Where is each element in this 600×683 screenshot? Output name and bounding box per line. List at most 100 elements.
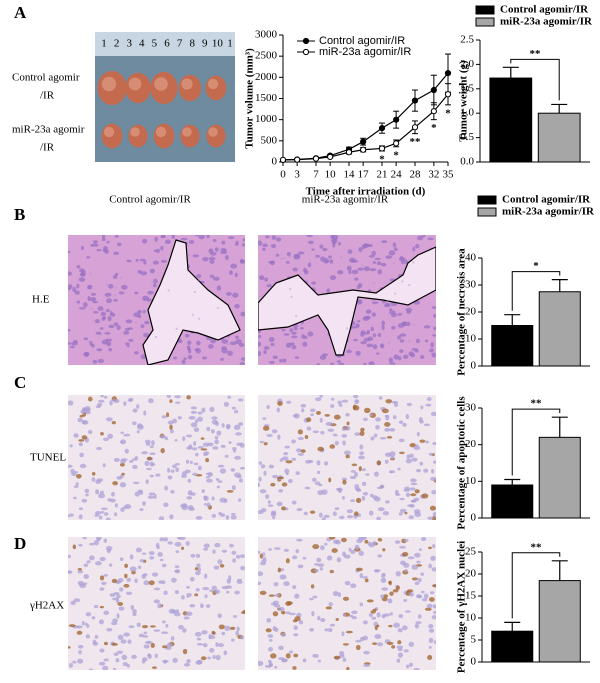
nucleus bbox=[87, 284, 93, 290]
nucleus bbox=[356, 567, 363, 572]
nucleus bbox=[240, 611, 245, 614]
nucleus bbox=[361, 244, 366, 250]
nucleus bbox=[357, 267, 364, 271]
nucleus bbox=[302, 658, 307, 663]
nucleus bbox=[195, 452, 199, 457]
x-tick-label: 0 bbox=[280, 169, 286, 181]
nucleus bbox=[284, 468, 290, 474]
nucleus bbox=[180, 504, 187, 508]
nucleus bbox=[432, 610, 436, 615]
nucleus bbox=[393, 354, 399, 360]
data-point bbox=[411, 124, 419, 131]
nucleus bbox=[312, 653, 319, 658]
nucleus bbox=[235, 240, 239, 244]
nucleus bbox=[367, 243, 373, 247]
nucleus bbox=[215, 478, 220, 481]
nucleus bbox=[240, 311, 245, 317]
nucleus bbox=[110, 312, 116, 317]
nucleus bbox=[422, 235, 426, 238]
nucleus bbox=[209, 251, 217, 256]
nucleus bbox=[119, 557, 124, 562]
nucleus bbox=[417, 235, 424, 241]
nucleus bbox=[265, 494, 270, 499]
cell-debris bbox=[371, 299, 374, 303]
nucleus bbox=[260, 464, 266, 469]
nucleus bbox=[197, 411, 203, 415]
nucleus bbox=[365, 473, 370, 476]
nucleus bbox=[419, 461, 424, 466]
nucleus bbox=[258, 581, 262, 586]
nucleus bbox=[219, 497, 227, 503]
data-point bbox=[312, 155, 320, 162]
nucleus bbox=[135, 547, 142, 553]
nucleus bbox=[159, 558, 164, 562]
nucleus bbox=[111, 420, 116, 425]
nucleus bbox=[399, 349, 404, 353]
nucleus bbox=[91, 616, 96, 620]
nucleus bbox=[345, 454, 350, 459]
nucleus bbox=[221, 240, 226, 245]
nucleus bbox=[339, 515, 345, 520]
histology-image bbox=[258, 537, 436, 670]
y-axis-label: Tumor volume (mm³) bbox=[244, 48, 256, 149]
nucleus bbox=[392, 415, 397, 420]
nucleus bbox=[258, 550, 261, 554]
nucleus bbox=[310, 584, 315, 589]
nucleus bbox=[397, 467, 401, 471]
nucleus bbox=[115, 658, 120, 663]
nucleus bbox=[404, 610, 411, 613]
nucleus bbox=[319, 395, 323, 398]
nucleus bbox=[270, 482, 276, 487]
nucleus bbox=[366, 343, 374, 348]
significance: * bbox=[379, 154, 385, 166]
nucleus bbox=[331, 239, 337, 245]
row-label: Control agomir bbox=[12, 72, 80, 84]
nucleus bbox=[416, 432, 420, 437]
nucleus bbox=[310, 408, 316, 413]
nucleus bbox=[389, 612, 393, 616]
nucleus bbox=[126, 663, 130, 668]
nucleus bbox=[113, 322, 119, 327]
nucleus bbox=[228, 441, 232, 445]
nucleus bbox=[360, 340, 367, 345]
nucleus bbox=[80, 245, 85, 251]
nucleus bbox=[431, 567, 436, 572]
nucleus bbox=[104, 249, 109, 254]
nucleus bbox=[264, 277, 269, 282]
nucleus bbox=[230, 263, 238, 269]
nucleus bbox=[108, 283, 114, 289]
nucleus bbox=[285, 611, 291, 615]
nucleus bbox=[351, 463, 358, 467]
nucleus bbox=[433, 313, 436, 318]
nucleus bbox=[278, 489, 284, 493]
nucleus bbox=[330, 397, 335, 401]
nucleus bbox=[240, 635, 244, 640]
nucleus bbox=[317, 616, 321, 621]
nucleus bbox=[402, 422, 407, 427]
nucleus bbox=[414, 489, 420, 494]
nucleus bbox=[103, 658, 109, 662]
nucleus bbox=[190, 410, 198, 414]
nucleus bbox=[202, 643, 208, 648]
cell-debris bbox=[387, 312, 391, 315]
nucleus bbox=[98, 661, 106, 666]
nucleus bbox=[78, 514, 83, 520]
nucleus bbox=[195, 553, 201, 558]
nucleus bbox=[70, 600, 76, 605]
nucleus bbox=[383, 594, 389, 598]
nucleus bbox=[146, 467, 152, 471]
nucleus bbox=[376, 261, 382, 266]
nucleus bbox=[129, 566, 137, 572]
nucleus bbox=[143, 644, 150, 649]
nucleus bbox=[104, 292, 112, 297]
nucleus bbox=[226, 424, 231, 429]
error-bar bbox=[551, 416, 568, 438]
nucleus bbox=[183, 357, 187, 361]
significance-bracket bbox=[510, 58, 560, 101]
nucleus bbox=[421, 537, 427, 542]
legend-label: miR-23a agomir/IR bbox=[500, 16, 593, 28]
nucleus bbox=[117, 242, 122, 247]
nucleus bbox=[268, 464, 275, 469]
nucleus bbox=[118, 606, 125, 611]
